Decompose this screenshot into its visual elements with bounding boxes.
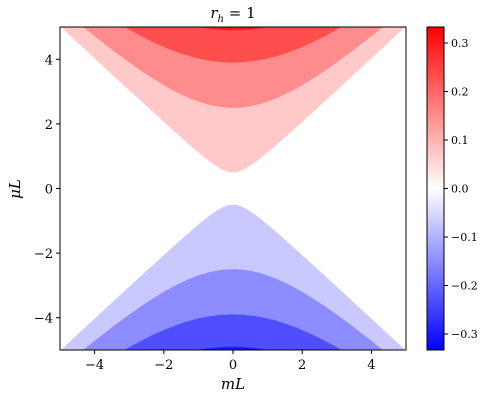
x-tick-label: 0 [229, 358, 237, 373]
colorbar-tick-label: −0.2 [451, 279, 478, 292]
contour-regions [60, 27, 406, 350]
x-tick-label: 2 [298, 358, 306, 373]
negative-contour-band-4 [198, 346, 268, 350]
colorbar-tick-label: −0.3 [451, 328, 478, 341]
colorbar-tick-label: 0.0 [451, 183, 469, 196]
colorbar-tick-label: −0.1 [451, 231, 478, 244]
y-tick-label: 2 [45, 118, 53, 133]
colorbar-ticks: −0.3 −0.2 −0.1 0.0 0.1 0.2 0.3 [444, 37, 478, 341]
chart-title: rh = 1 [210, 4, 255, 25]
positive-contour-band-3 [124, 27, 342, 63]
y-tick-label: −4 [34, 312, 53, 327]
colorbar-tick-label: 0.1 [451, 134, 469, 147]
y-tick-label: −2 [34, 247, 53, 262]
x-tick-label: −2 [154, 358, 173, 373]
colorbar [426, 26, 445, 351]
positive-contour-band-4 [198, 27, 268, 31]
colorbar-tick-label: 0.3 [451, 37, 469, 50]
colorbar-tick-label: 0.2 [451, 86, 469, 99]
y-tick-label: 4 [45, 53, 53, 68]
x-tick-label: 4 [367, 358, 375, 373]
x-tick-label: −4 [85, 358, 104, 373]
negative-contour-band-2 [83, 269, 383, 350]
y-axis-label: μL [6, 179, 24, 199]
x-axis-ticks: −4 −2 0 2 4 [85, 350, 376, 373]
positive-contour-band-2 [83, 27, 383, 108]
y-tick-label: 0 [45, 183, 53, 198]
y-axis-ticks: −4 −2 0 2 4 [34, 53, 60, 327]
negative-contour-band-3 [124, 314, 342, 350]
x-axis-label: mL [221, 375, 245, 393]
